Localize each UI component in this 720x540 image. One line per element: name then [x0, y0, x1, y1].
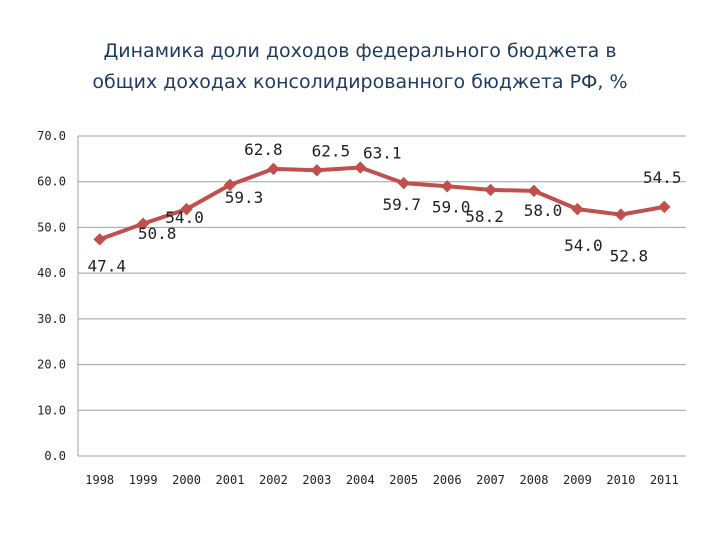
data-point-marker [484, 183, 497, 197]
data-point-marker [354, 161, 367, 174]
data-label: 59.0 [432, 197, 471, 216]
data-label: 63.1 [363, 144, 402, 163]
data-point-marker [571, 202, 584, 216]
data-label: 54.0 [165, 208, 204, 227]
data-label: 58.0 [524, 201, 563, 220]
x-tick-label: 2003 [302, 473, 331, 487]
data-point-marker [93, 233, 106, 246]
series-line-group [97, 165, 667, 242]
data-label: 52.8 [610, 247, 649, 266]
data-point-marker [223, 178, 237, 192]
y-tick-label: 50.0 [37, 220, 66, 234]
data-labels: 47.450.854.059.362.8 62.5 63.159.7 59.058.2… [87, 140, 681, 275]
data-point-marker [180, 202, 193, 216]
data-label: 47.4 [87, 256, 126, 275]
data-point-marker [397, 176, 410, 190]
data-point-marker [614, 208, 628, 221]
y-tick-label: 70.0 [37, 129, 66, 143]
chart-title-line-2: общих доходах консолидированного бюджета… [92, 71, 628, 93]
x-tick-label: 1999 [129, 473, 158, 487]
chart-title-line-1: Динамика доли доходов федерального бюдже… [103, 40, 617, 62]
data-markers [93, 161, 671, 246]
x-tick-label: 2006 [433, 473, 462, 487]
x-tick-label: 2009 [563, 473, 592, 487]
axes: 0.0 10.0 20.0 30.0 40.0 50.0 60.0 70.0 1998 1999 2… [37, 129, 686, 487]
x-tick-label: 2010 [606, 473, 635, 487]
data-point-marker [136, 217, 150, 230]
series-line [97, 165, 667, 242]
data-label: 62.5 [312, 141, 351, 160]
data-point-marker [527, 184, 541, 198]
x-tick-label: 2011 [650, 473, 679, 487]
gridlines [78, 135, 686, 457]
y-tick-label: 60.0 [37, 175, 66, 189]
data-label: 58.2 [465, 207, 504, 226]
data-label: 59.7 [382, 195, 421, 214]
chart-title: Динамика доли доходов федерального бюдже… [40, 36, 680, 98]
data-label: 62.8 [244, 140, 283, 159]
x-tick-label: 2000 [172, 473, 201, 487]
x-tick-label: 2002 [259, 473, 288, 487]
data-label: 54.5 [643, 168, 682, 187]
y-tick-label: 40.0 [37, 266, 66, 280]
data-point-marker [310, 164, 324, 177]
data-label: 59.3 [225, 188, 264, 207]
data-point-marker [658, 200, 671, 214]
x-tick-label: 2001 [216, 473, 245, 487]
y-tick-label: 0.0 [44, 449, 66, 463]
x-tick-label: 2004 [346, 473, 375, 487]
data-point-marker [267, 162, 280, 176]
data-point-marker [440, 180, 454, 193]
x-tick-label: 2008 [520, 473, 549, 487]
data-label: 50.8 [138, 224, 177, 243]
y-tick-label: 30.0 [37, 312, 66, 326]
y-tick-label: 10.0 [37, 403, 66, 417]
y-tick-label: 20.0 [37, 358, 66, 372]
x-tick-label: 2005 [389, 473, 418, 487]
x-tick-label: 2007 [476, 473, 505, 487]
data-label: 54.0 [564, 236, 603, 255]
x-tick-label: 1998 [85, 473, 114, 487]
